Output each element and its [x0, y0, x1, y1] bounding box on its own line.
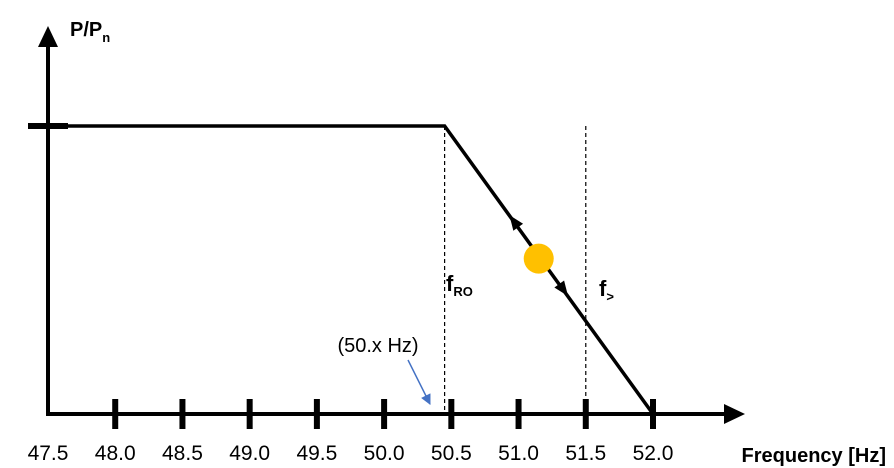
marker-label-fgt-sub: >: [606, 289, 614, 304]
x-tick-labels: 47.5 48.0 48.5 49.0 49.5 50.0 50.5 51.0 51.5 52.0: [28, 442, 674, 465]
x-tick-label-1: 48.0: [95, 442, 136, 465]
y-axis-title: P/Pn: [70, 19, 110, 45]
marker-lines: [444, 126, 587, 414]
marker-label-fgt-main: f: [599, 276, 607, 301]
x-tick-label-4: 49.5: [296, 442, 337, 465]
annotation-label: (50.x Hz): [337, 335, 418, 357]
direction-arrow-down: [554, 280, 569, 297]
x-tick-label-2: 48.5: [162, 442, 203, 465]
x-tick-label-5: 50.0: [364, 442, 405, 465]
x-tick-label-3: 49.0: [229, 442, 270, 465]
x-tick-label-9: 52.0: [633, 442, 674, 465]
x-tick-label-7: 51.0: [498, 442, 539, 465]
direction-arrow-up: [509, 215, 524, 231]
y-axis-title-main: P/P: [70, 19, 102, 41]
x-ticks: [112, 399, 656, 429]
y-axis-arrowhead: [38, 26, 58, 47]
operating-point-dot: [523, 243, 554, 274]
x-axis-title: Frequency [Hz]: [742, 445, 886, 467]
x-tick-label-8: 51.5: [565, 442, 606, 465]
x-axis-arrowhead: [724, 404, 745, 424]
marker-label-fro: fRO: [446, 271, 473, 299]
y-axis-title-sub: n: [102, 30, 110, 45]
marker-label-fro-sub: RO: [453, 284, 473, 299]
power-curve-line: [48, 124, 655, 416]
annotation-arrow: [407, 359, 431, 405]
marker-label-fgt: f>: [599, 276, 614, 304]
x-tick-label-0: 47.5: [28, 442, 69, 465]
marker-label-fro-main: f: [446, 271, 454, 296]
x-tick-label-6: 50.5: [431, 442, 472, 465]
